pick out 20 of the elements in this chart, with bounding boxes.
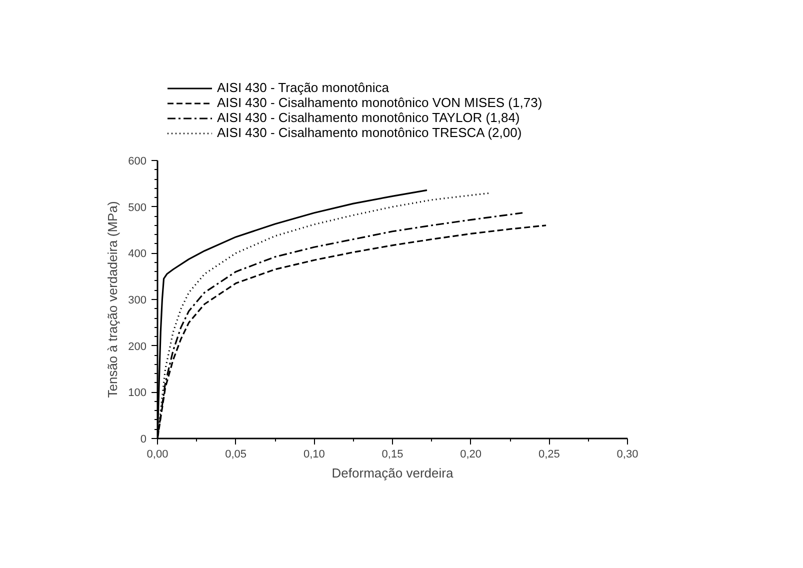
y-tick-label: 500 [128,202,147,214]
y-tick-label: 200 [128,340,147,353]
legend-label: AISI 430 - Cisalhamento monotônico VON MISES (1,73) [217,95,542,110]
y-tick-label: 300 [128,294,147,306]
y-tick-label: 100 [128,387,147,400]
legend-label: AISI 430 - Tração monotônica [217,80,389,95]
legend-label: AISI 430 - Cisalhamento monotônico TRESCA (2,00) [217,125,522,140]
legend-label: AISI 430 - Cisalhamento monotônico TAYLOR (1,84) [217,110,520,125]
y-tick-label: 400 [128,248,147,260]
x-tick-label: 0,00 [146,448,168,460]
x-tick-label: 0,25 [538,448,560,460]
y-axis-title: Tensão à tração verdadeira (MPa) [105,201,120,398]
y-tick-label: 0 [140,434,147,446]
x-tick-label: 0,20 [460,448,482,460]
x-tick-label: 0,10 [303,448,325,460]
x-tick-label: 0,30 [616,448,638,460]
x-axis-title: Deformação verdeira [332,466,454,480]
y-tick-label: 600 [128,156,147,168]
x-tick-label: 0,15 [382,448,404,460]
x-tick-label: 0,05 [225,448,247,460]
